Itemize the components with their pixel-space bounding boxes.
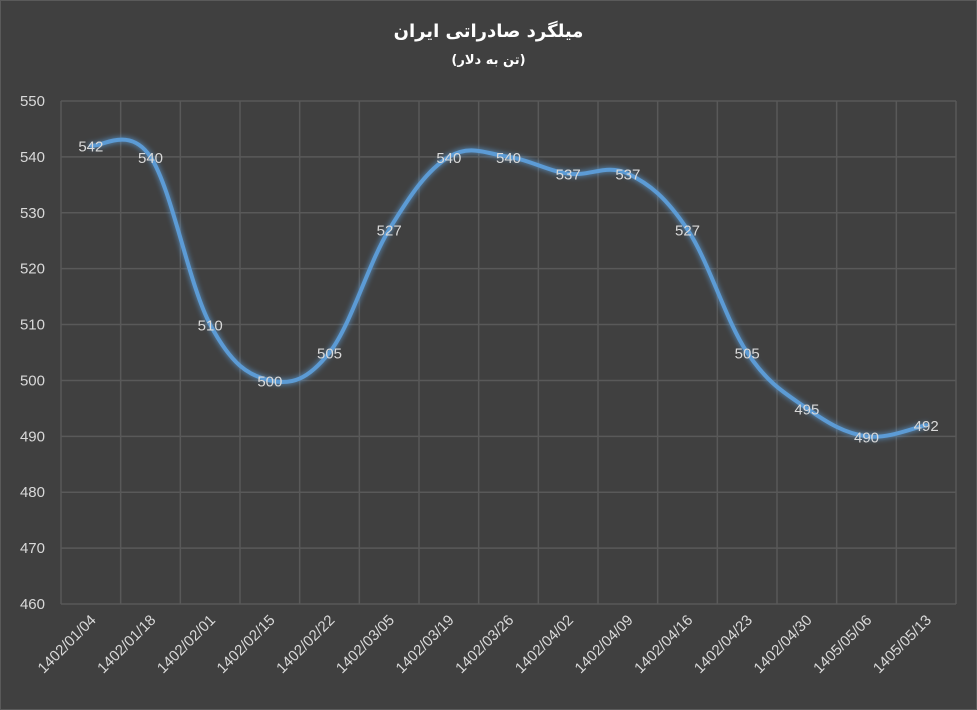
data-label: 505 <box>317 346 342 363</box>
data-label: 490 <box>854 429 879 446</box>
data-labels: 542 540 510 500 505 527 540 540 537 537 527 505 495 4… <box>78 139 938 447</box>
y-tick-label: 510 <box>20 317 45 334</box>
x-tick-label: 1402/03/19 <box>393 612 458 677</box>
data-label: 492 <box>914 418 939 435</box>
data-label: 527 <box>675 223 700 240</box>
x-tick-label: 1402/01/18 <box>94 612 159 677</box>
x-tick-label: 1402/01/04 <box>35 612 100 677</box>
chart-title: میلگرد صادراتی ایران <box>393 21 584 42</box>
y-tick-label: 530 <box>20 205 45 222</box>
x-tick-label: 1402/04/02 <box>512 612 577 677</box>
y-tick-label: 520 <box>20 261 45 278</box>
x-tick-label: 1405/05/06 <box>810 612 875 677</box>
y-tick-label: 540 <box>20 149 45 166</box>
x-tick-label: 1402/04/16 <box>631 612 696 677</box>
x-tick-label: 1402/02/15 <box>214 612 279 677</box>
data-label: 542 <box>78 139 103 156</box>
series-layer <box>88 137 929 439</box>
x-tick-label: 1402/03/05 <box>333 612 398 677</box>
x-tick-label: 1402/04/09 <box>572 612 637 677</box>
y-axis-ticks: 460 470 480 490 500 510 520 530 540 550 <box>20 93 45 613</box>
data-label: 537 <box>556 167 581 184</box>
y-tick-label: 490 <box>20 428 45 445</box>
data-label: 510 <box>198 318 223 335</box>
data-label: 537 <box>615 167 640 184</box>
data-label: 527 <box>377 223 402 240</box>
x-tick-label: 1402/04/23 <box>691 612 756 677</box>
x-axis-ticks: 1402/01/041402/01/181402/02/011402/02/15… <box>35 612 935 677</box>
data-label: 495 <box>794 401 819 418</box>
x-tick-label: 1405/05/13 <box>870 612 935 677</box>
y-tick-label: 550 <box>20 93 45 110</box>
x-tick-label: 1402/04/30 <box>751 612 816 677</box>
data-label: 540 <box>436 150 461 167</box>
data-label: 540 <box>138 150 163 167</box>
data-label: 505 <box>735 346 760 363</box>
series-line <box>88 137 929 439</box>
y-tick-label: 460 <box>20 596 45 613</box>
y-tick-label: 470 <box>20 540 45 557</box>
x-tick-label: 1402/02/01 <box>154 612 219 677</box>
data-label: 500 <box>257 373 282 390</box>
chart-subtitle: (تن به دلار) <box>451 53 526 68</box>
data-label: 540 <box>496 150 521 167</box>
y-tick-label: 480 <box>20 484 45 501</box>
x-tick-label: 1402/03/26 <box>452 612 517 677</box>
grid <box>60 100 957 605</box>
x-tick-label: 1402/02/22 <box>273 612 338 677</box>
y-tick-label: 500 <box>20 372 45 389</box>
